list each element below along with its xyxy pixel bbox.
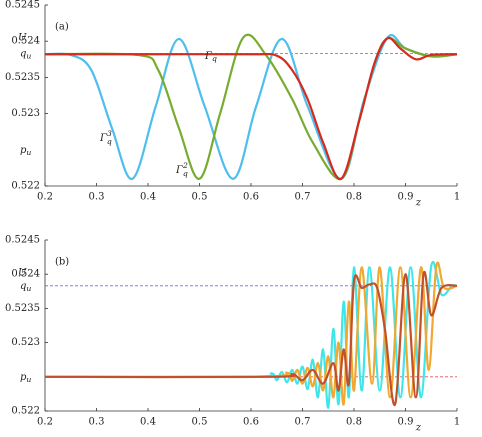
series-label: Γ3 q <box>99 129 112 146</box>
x-tick-label: 0.5 <box>192 417 208 428</box>
reference-label: qu <box>20 48 31 61</box>
y-tick-label: 0.524 <box>11 269 40 280</box>
line-series <box>44 270 458 406</box>
x-tick-label: 0.4 <box>140 417 156 428</box>
x-tick-label: 0.2 <box>37 417 53 428</box>
series-label-main: Γ <box>204 51 213 62</box>
y-tick-label: 0.522 <box>11 181 40 192</box>
x-axis-label: z <box>415 198 422 209</box>
series-label: Γq <box>204 51 217 64</box>
reference-label: pu <box>20 144 31 157</box>
y-tick-label: 0.523 <box>11 108 40 119</box>
x-tick-label: 0.5 <box>192 192 208 203</box>
reference-label-sub: u <box>26 52 31 61</box>
x-tick-label: 1 <box>454 417 460 428</box>
series-label-sub: q <box>183 169 188 178</box>
line-series <box>44 33 458 180</box>
reference-label-sub: u <box>26 148 31 157</box>
y-axis-label: U <box>18 268 27 279</box>
x-tick-label: 0.7 <box>295 417 311 428</box>
panel-label: (a) <box>55 22 69 33</box>
x-tick-label: 0.3 <box>89 417 105 428</box>
x-tick-label: 0.8 <box>346 192 362 203</box>
y-tick-label: 0.5235 <box>5 303 40 314</box>
series-label-main: Γ <box>99 133 108 144</box>
x-tick-label: 0.6 <box>243 417 259 428</box>
reference-label-sub: u <box>26 375 31 384</box>
y-axis-label: U <box>18 33 27 44</box>
reference-label-main: q <box>20 48 26 59</box>
line-series <box>44 261 458 406</box>
x-tick-label: 0.8 <box>346 417 362 428</box>
series-label: Γ2 q <box>175 161 188 178</box>
y-tick-label: 0.5235 <box>5 72 40 83</box>
reference-label: qu <box>20 280 31 293</box>
line-series <box>44 34 458 180</box>
x-tick-label: 0.6 <box>243 192 259 203</box>
y-tick-label: 0.523 <box>11 337 40 348</box>
y-tick-label: 0.522 <box>11 406 40 417</box>
x-tick-label: 1 <box>454 192 460 203</box>
reference-label-main: q <box>20 280 26 291</box>
x-tick-label: 0.7 <box>295 192 311 203</box>
reference-label: pu <box>20 371 31 384</box>
line-series <box>45 36 458 180</box>
y-tick-label: 0.5245 <box>5 235 40 246</box>
series-label-sub: q <box>107 137 112 146</box>
line-series <box>44 261 458 409</box>
y-tick-label: 0.524 <box>11 36 40 47</box>
x-tick-label: 0.3 <box>89 192 105 203</box>
reference-label-main: p <box>20 144 27 155</box>
series-label-main: Γ <box>175 165 184 176</box>
reference-label-sub: u <box>26 284 31 293</box>
reference-label-main: p <box>20 371 27 382</box>
x-tick-label: 0.9 <box>398 192 414 203</box>
series-label-sup: 2 <box>182 161 188 170</box>
series-label-sup: 3 <box>107 129 112 138</box>
x-axis-label: z <box>415 423 422 434</box>
panel-label: (b) <box>55 257 69 268</box>
series-label-sub: q <box>212 54 217 63</box>
x-tick-label: 0.9 <box>398 417 414 428</box>
y-tick-label: 0.5245 <box>5 0 40 11</box>
x-tick-label: 0.4 <box>140 192 156 203</box>
x-tick-label: 0.2 <box>37 192 53 203</box>
